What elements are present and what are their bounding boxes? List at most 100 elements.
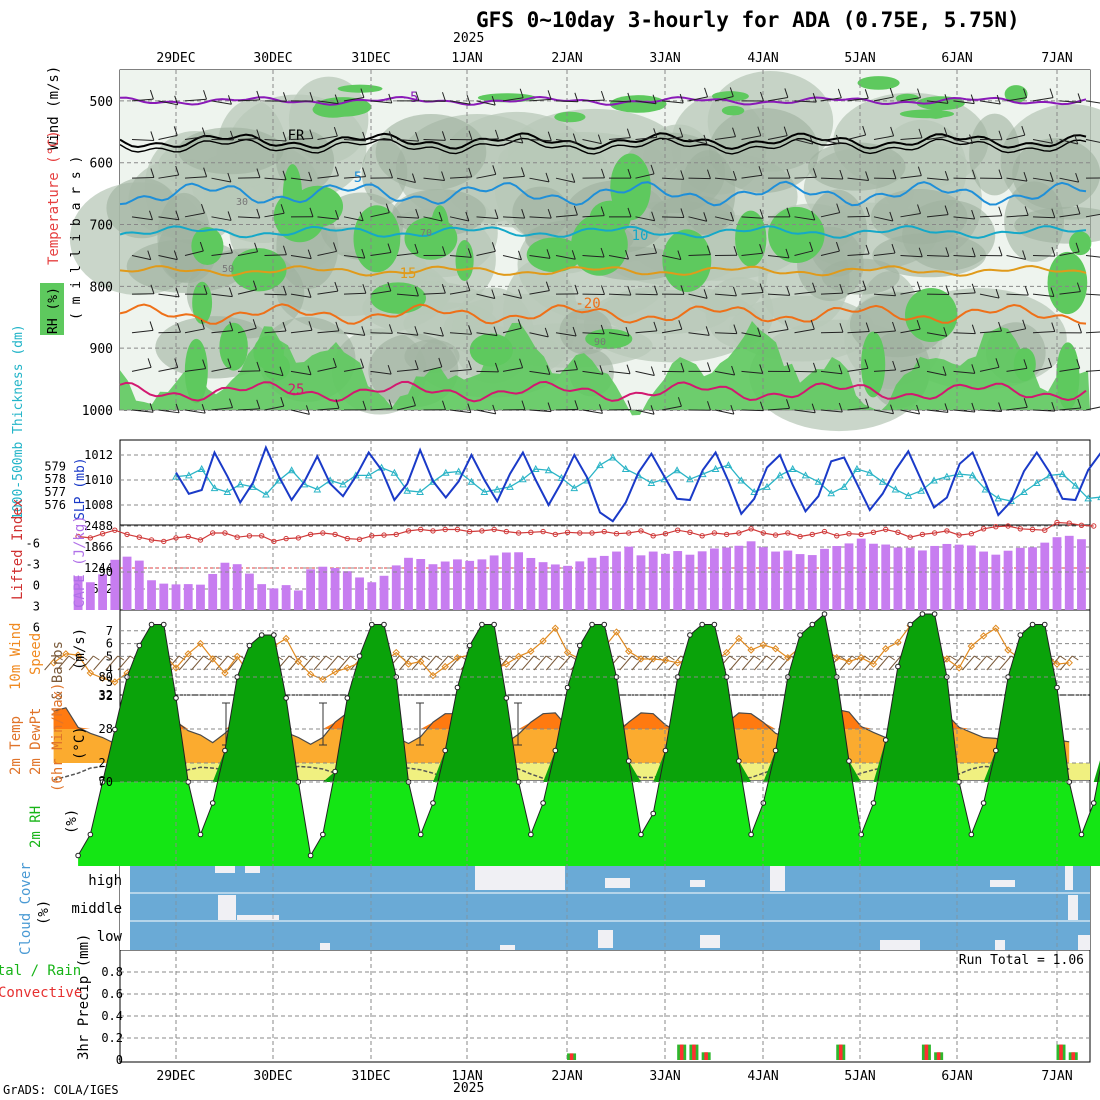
li-point — [870, 529, 877, 535]
cloud-gap-block — [475, 866, 565, 890]
rh2m-point — [307, 852, 314, 859]
thickness-point — [840, 482, 848, 490]
wind-barb — [201, 404, 206, 414]
wind-barb — [229, 321, 234, 331]
wind-barb — [545, 655, 553, 661]
date-label-top: 29DEC — [156, 51, 195, 66]
thickness-point — [814, 477, 823, 485]
cape-bar — [648, 551, 658, 610]
wind-barb — [256, 129, 261, 139]
wind-barb — [953, 409, 975, 413]
run-total-label: Run Total = 1.06 — [959, 953, 1084, 968]
wind-barb — [227, 172, 232, 183]
wind-barb — [149, 403, 154, 413]
rh-90-cell — [735, 210, 767, 267]
wind-barb — [1059, 655, 1067, 661]
rh2m-point — [503, 695, 510, 701]
thickness-axis-label: 1000-500mb Thickness (dm) — [11, 324, 26, 520]
rh2m-point — [858, 831, 865, 838]
wind-barb — [555, 214, 578, 218]
wind-barb — [529, 216, 552, 219]
wind-barb — [812, 92, 817, 103]
cape-bar — [293, 590, 303, 610]
rh2m-point — [417, 831, 424, 838]
wind-barb — [865, 244, 870, 255]
cape-bar — [1052, 537, 1062, 610]
li-point — [246, 533, 253, 539]
wind-barb — [767, 254, 790, 259]
wind-barb — [211, 100, 232, 105]
wind-barb — [1074, 134, 1079, 145]
isotherm-line — [119, 380, 1087, 403]
rh2m-point — [1017, 632, 1024, 638]
wind-barb — [468, 130, 473, 140]
wind-barb — [555, 408, 578, 411]
wind-barb — [714, 136, 736, 141]
wind-barb — [449, 216, 469, 222]
wind-barb — [582, 254, 605, 258]
cape-bar — [453, 559, 462, 610]
rh2m-point — [711, 621, 718, 628]
li-point — [834, 533, 840, 539]
wind-barb — [254, 242, 259, 252]
wind-barb — [68, 655, 82, 671]
wind-barb — [809, 134, 814, 145]
wind-barb — [971, 247, 976, 257]
wind-speed-point — [551, 624, 560, 632]
wind-barb — [915, 358, 920, 368]
wind-barb — [149, 89, 154, 100]
wind-barb — [1032, 177, 1054, 182]
cape-bar — [624, 546, 634, 610]
wind-barb — [688, 139, 708, 145]
wind-barb — [1051, 246, 1056, 257]
wind-barb — [706, 169, 711, 179]
cape-bar — [477, 559, 487, 610]
rh-contour-label: 30 — [236, 197, 248, 208]
wind-barb — [635, 293, 658, 296]
wind-barb — [529, 409, 552, 413]
wind-barb — [1049, 172, 1054, 182]
wind-barb — [766, 655, 779, 671]
wind-barb — [237, 99, 260, 102]
li-point — [528, 529, 534, 535]
wind-barb — [467, 248, 472, 258]
cape-tick-label: 1244 — [84, 561, 113, 575]
li-point — [699, 533, 705, 539]
li-axis-label: Lifted Index — [10, 499, 26, 600]
li-point — [1078, 522, 1085, 528]
wind-barb — [729, 655, 743, 671]
thickness-point — [788, 464, 797, 472]
wind-barb — [1024, 206, 1029, 216]
wind-barb — [650, 366, 655, 376]
cape-bar — [979, 551, 988, 610]
li-tick-label: 6 — [33, 621, 40, 635]
precip-convective-bar — [692, 1044, 696, 1060]
cloud-gap-block — [215, 866, 235, 873]
li-point — [136, 534, 142, 540]
wind-barb — [203, 90, 208, 100]
wind-barb — [865, 398, 870, 408]
li-point — [295, 535, 302, 541]
wind-barb — [158, 254, 178, 261]
thickness-point — [917, 486, 926, 494]
thickness-point — [210, 484, 219, 492]
wind-barb — [971, 209, 976, 220]
wind-speed-point — [673, 659, 682, 667]
wind-barb — [546, 249, 551, 259]
wind-barb — [1071, 655, 1079, 661]
cloud-gap-block — [700, 935, 720, 948]
wind-barb — [502, 327, 522, 334]
li-point — [772, 532, 779, 538]
thickness-point — [621, 464, 630, 472]
li-point — [931, 530, 938, 536]
wind-barb — [741, 135, 761, 141]
wind-barb — [979, 215, 1002, 218]
li-point — [393, 531, 399, 538]
wind-barb — [703, 289, 708, 299]
wind-barb — [1032, 216, 1055, 219]
wind-barb — [653, 285, 658, 295]
wind-barb — [650, 164, 655, 175]
rh2m-point — [528, 831, 534, 838]
li-point — [75, 533, 81, 540]
li-point — [748, 526, 754, 532]
